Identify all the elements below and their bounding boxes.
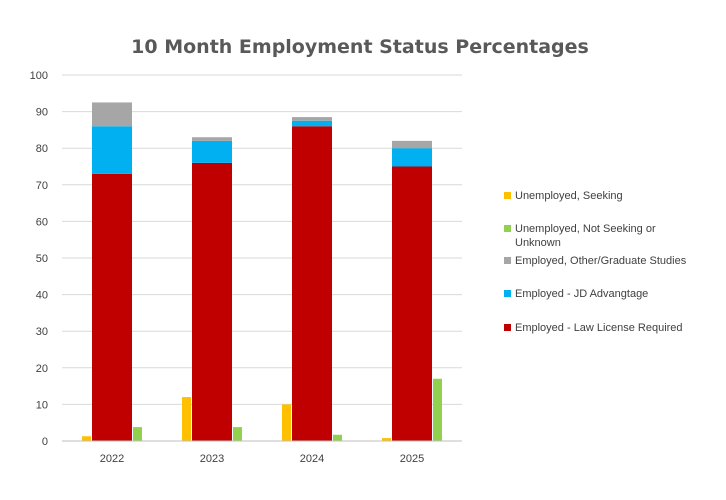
legend-swatch <box>504 257 511 264</box>
legend-label: Unemployed, Not Seeking or <box>515 223 656 235</box>
bar-segment-1 <box>392 148 432 167</box>
x-category-label: 2023 <box>200 453 224 465</box>
bar-unemployed-not-seeking <box>333 434 342 441</box>
y-tick-label: 80 <box>36 143 48 155</box>
x-category-label: 2025 <box>400 453 424 465</box>
legend-label: Unknown <box>515 237 561 249</box>
y-tick-label: 70 <box>36 180 48 192</box>
y-tick-label: 40 <box>36 290 48 302</box>
legend-label: Employed - JD Advangtage <box>515 288 648 300</box>
bars <box>82 102 442 442</box>
bar-segment-2 <box>192 137 232 141</box>
y-tick-label: 30 <box>36 326 48 338</box>
bar-unemployed-not-seeking <box>433 378 442 441</box>
x-category-label: 2024 <box>300 453 324 465</box>
bar-unemployed-not-seeking <box>133 427 142 441</box>
y-tick-label: 10 <box>36 399 48 411</box>
legend-swatch <box>504 225 511 232</box>
bar-segment-1 <box>192 140 232 163</box>
bar-segment-1 <box>92 126 132 174</box>
bar-unemployed-seeking <box>382 438 391 441</box>
bar-unemployed-seeking <box>282 404 291 441</box>
y-tick-label: 60 <box>36 216 48 228</box>
legend-label: Employed - Law License Required <box>515 322 683 334</box>
bar-unemployed-seeking <box>182 397 191 441</box>
x-axis-categories: 2022 2023 2024 2025 <box>100 453 424 465</box>
chart-title: 10 Month Employment Status Percentages <box>131 36 589 58</box>
legend-label: Employed, Other/Graduate Studies <box>515 255 687 267</box>
bar-segment-2 <box>292 117 332 121</box>
legend-label: Unemployed, Seeking <box>515 190 623 202</box>
legend-swatch <box>504 290 511 297</box>
bar-segment-2 <box>392 140 432 149</box>
y-tick-label: 100 <box>30 70 48 82</box>
bar-segment-0 <box>392 166 432 441</box>
bar-segment-2 <box>92 102 132 127</box>
bar-unemployed-not-seeking <box>233 427 242 441</box>
bar-segment-0 <box>292 126 332 442</box>
y-tick-label: 90 <box>36 107 48 119</box>
y-tick-label: 50 <box>36 253 48 265</box>
legend-swatch <box>504 192 511 199</box>
bar-segment-0 <box>92 173 132 441</box>
x-category-label: 2022 <box>100 453 124 465</box>
legend-swatch <box>504 324 511 331</box>
legend: Unemployed, Seeking Unemployed, Not Seeki… <box>504 190 687 334</box>
y-tick-label: 20 <box>36 363 48 375</box>
bar-unemployed-seeking <box>82 436 91 441</box>
y-tick-label: 0 <box>42 436 48 448</box>
bar-segment-1 <box>292 120 332 127</box>
y-axis-ticks: 0 10 20 30 40 50 60 70 80 90 100 <box>30 70 48 448</box>
bar-segment-0 <box>192 162 232 441</box>
